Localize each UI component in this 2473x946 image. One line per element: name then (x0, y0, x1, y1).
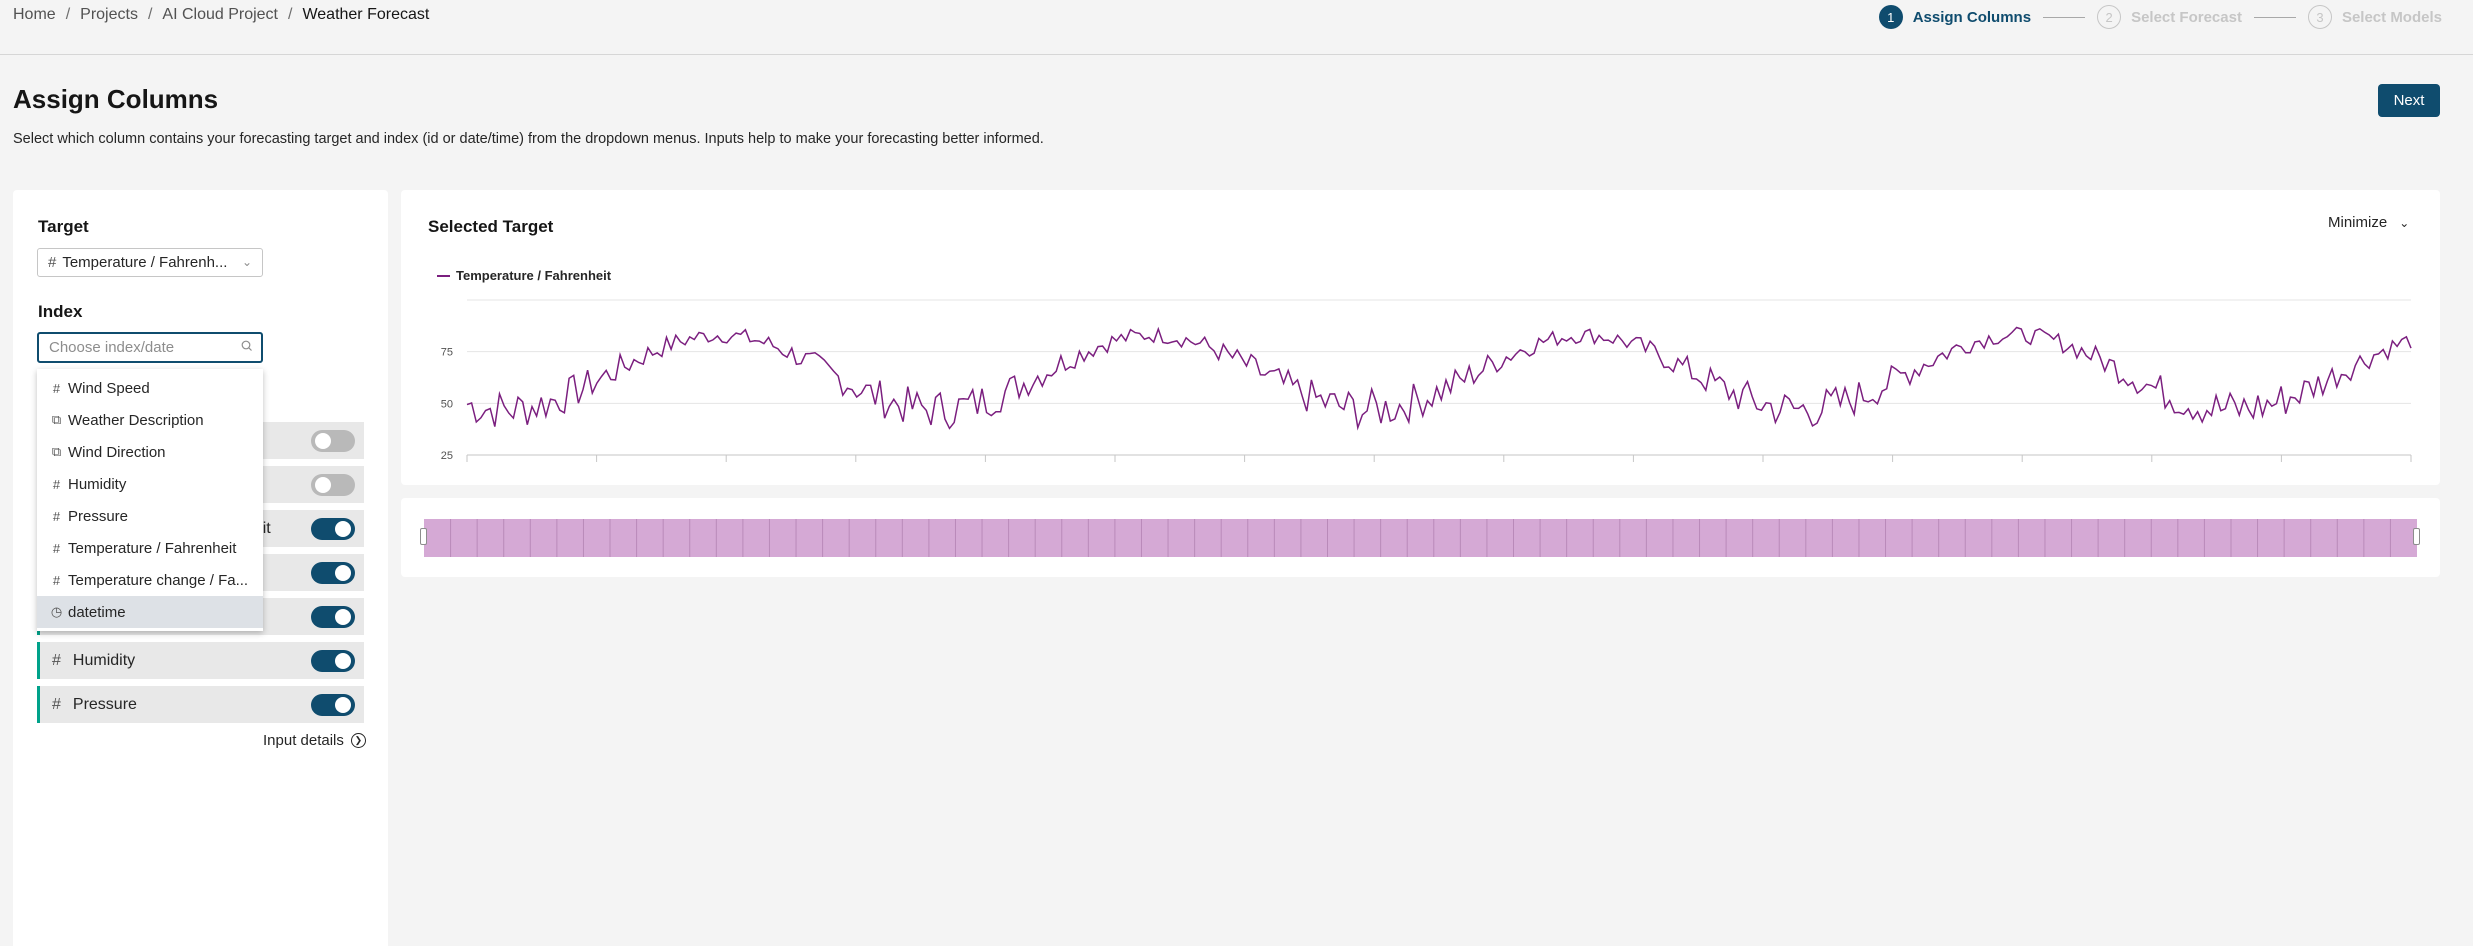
hash-icon: # (52, 695, 61, 713)
top-bar: Home / Projects / AI Cloud Project / Wea… (0, 0, 2473, 55)
y-tick-label: 50 (441, 398, 453, 410)
step-label: Select Forecast (2131, 8, 2242, 26)
dropdown-option[interactable]: # Pressure (37, 500, 263, 532)
step-select-models[interactable]: 3 Select Models (2307, 5, 2442, 29)
page-title: Assign Columns (13, 84, 219, 114)
input-toggle[interactable] (311, 650, 355, 672)
dropdown-option[interactable]: # Humidity (37, 468, 263, 500)
dropdown-option-label: Temperature change / Fa... (68, 571, 249, 589)
hash-icon: # (52, 380, 61, 396)
index-search-input[interactable] (37, 332, 263, 363)
index-dropdown-menu: # Wind Speed ⧉ Weather Description ⧉ Wind D… (37, 369, 263, 631)
hash-icon: # (52, 540, 61, 556)
input-toggle[interactable] (311, 474, 355, 496)
minimize-button[interactable]: Minimize ⌄ (2328, 214, 2409, 231)
step-label: Assign Columns (1912, 8, 2032, 26)
step-number: 1 (1878, 5, 1903, 29)
dropdown-option-label: Weather Description (68, 411, 204, 429)
dropdown-option[interactable]: # Temperature / Fahrenheit (37, 532, 263, 564)
range-handle-right[interactable] (2413, 528, 2420, 545)
input-toggle[interactable] (311, 694, 355, 716)
input-details-label: Input details (263, 732, 344, 749)
input-column-name: Humidity (72, 651, 136, 669)
breadcrumb-projects[interactable]: Projects (80, 6, 138, 23)
dropdown-option-selected[interactable]: ◷ datetime (37, 596, 263, 628)
step-connector (2253, 16, 2296, 18)
dropdown-option-label: datetime (68, 603, 126, 621)
legend-swatch (437, 274, 450, 277)
text-icon: ⧉ (51, 412, 62, 427)
range-slider-fill (424, 519, 2417, 557)
range-slider-card (401, 498, 2440, 577)
clock-icon: ◷ (50, 604, 63, 619)
series-line-temperature (466, 326, 2412, 431)
target-select-value: Temperature / Fahrenh... (62, 254, 228, 271)
input-toggle[interactable] (311, 562, 355, 584)
hash-icon: # (48, 254, 57, 271)
dropdown-option[interactable]: ⧉ Wind Direction (37, 436, 263, 468)
input-toggle[interactable] (311, 606, 355, 628)
y-tick-label: 75 (441, 347, 453, 359)
dropdown-option-label: Wind Speed (68, 379, 150, 397)
hash-icon: # (52, 572, 61, 588)
target-label: Target (38, 217, 89, 236)
breadcrumb-project[interactable]: AI Cloud Project (162, 6, 278, 23)
breadcrumb-current: Weather Forecast (302, 6, 430, 23)
minimize-label: Minimize (2328, 214, 2388, 231)
dropdown-option-label: Wind Direction (68, 443, 166, 461)
target-select[interactable]: # Temperature / Fahrenh... ⌄ (37, 248, 263, 277)
next-button[interactable]: Next (2378, 84, 2440, 117)
legend-label: Temperature / Fahrenheit (456, 268, 612, 283)
range-handle-left[interactable] (420, 528, 427, 545)
breadcrumb-separator: / (288, 6, 293, 23)
input-toggle[interactable] (311, 430, 355, 452)
chart-card-title: Selected Target (428, 217, 554, 236)
breadcrumb-home[interactable]: Home (13, 6, 56, 23)
hash-icon: # (52, 476, 61, 492)
input-column-name: Pressure (72, 695, 137, 713)
dropdown-option-label: Humidity (68, 475, 127, 493)
breadcrumb-separator: / (65, 6, 71, 23)
page-description: Select which column contains your foreca… (13, 131, 1044, 147)
dropdown-option[interactable]: # Temperature change / Fa... (37, 564, 263, 596)
hash-icon: # (52, 508, 61, 524)
input-column-row: # Humidity (37, 642, 364, 679)
search-icon (241, 340, 252, 351)
arrow-right-circle-icon: ❯ (350, 733, 366, 748)
dropdown-option[interactable]: # Wind Speed (37, 372, 263, 404)
input-toggle[interactable] (311, 518, 355, 540)
input-column-row: # Pressure (37, 686, 364, 723)
breadcrumb: Home / Projects / AI Cloud Project / Wea… (13, 6, 429, 24)
dropdown-option-label: Temperature / Fahrenheit (68, 539, 237, 557)
input-details-link[interactable]: Input details ❯ (263, 732, 366, 749)
breadcrumb-separator: / (147, 6, 153, 23)
index-label: Index (38, 302, 83, 321)
step-connector (2043, 16, 2086, 18)
step-label: Select Models (2341, 8, 2442, 26)
target-line-chart: 75 50 25 (441, 299, 2412, 462)
step-number: 2 (2097, 5, 2122, 29)
selected-target-card: 75 50 25 Selected Target Minimize ⌄ Temper… (401, 190, 2440, 485)
chevron-down-icon: ⌄ (2399, 215, 2410, 230)
step-number: 3 (2307, 5, 2332, 29)
step-assign-columns[interactable]: 1 Assign Columns (1878, 5, 2032, 29)
text-icon: ⧉ (51, 444, 62, 459)
chevron-down-icon: ⌄ (241, 255, 252, 269)
progress-stepper: 1 Assign Columns 2 Select Forecast 3 Sel… (1878, 5, 2442, 29)
chart-legend: Temperature / Fahrenheit (437, 268, 611, 283)
range-slider-track[interactable] (424, 519, 2417, 557)
dropdown-option-label: Pressure (68, 507, 129, 525)
dropdown-option[interactable]: ⧉ Weather Description (37, 404, 263, 436)
y-tick-label: 25 (441, 450, 453, 462)
step-select-forecast[interactable]: 2 Select Forecast (2097, 5, 2242, 29)
hash-icon: # (52, 651, 61, 669)
